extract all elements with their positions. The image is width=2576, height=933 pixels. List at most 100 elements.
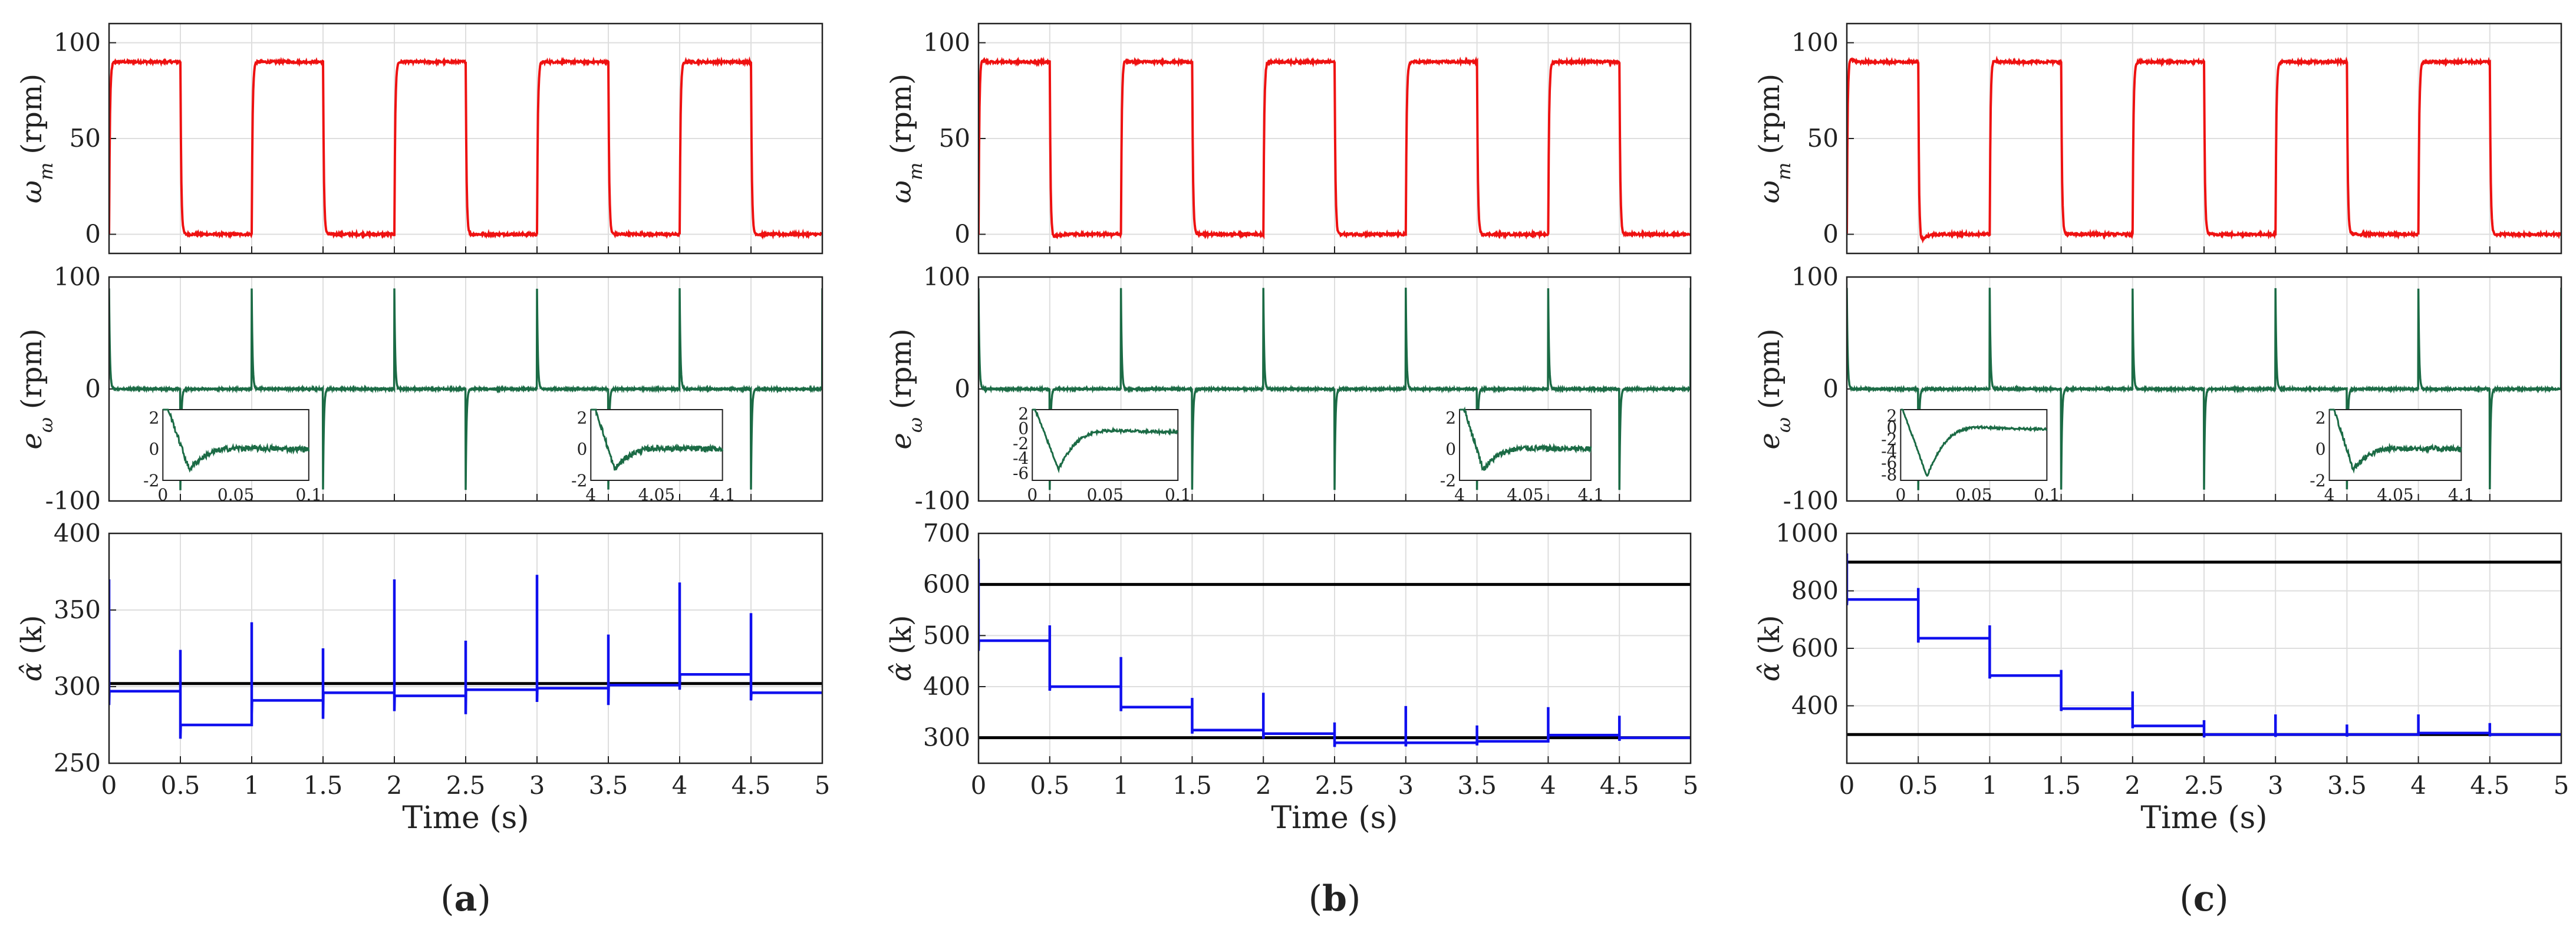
y-tick-label: 0 bbox=[85, 220, 101, 249]
plot-data bbox=[109, 575, 822, 739]
x-tick-label: 0.5 bbox=[161, 771, 200, 800]
inset-plot: -2 0 2 4 4.05 4.1 bbox=[2310, 408, 2474, 505]
axes-frame bbox=[1846, 276, 2562, 502]
y-tick-label: 100 bbox=[923, 28, 970, 57]
inset-y-tick-label: -2 bbox=[2310, 471, 2325, 490]
alpha-series-line bbox=[109, 575, 822, 739]
x-tick-label: 2 bbox=[387, 771, 403, 800]
y-axis-label: ωm (rpm) bbox=[885, 74, 927, 203]
inset-y-tick-label: 2 bbox=[1445, 408, 1456, 427]
x-axis-label: Time (s) bbox=[1271, 800, 1398, 836]
y-tick-label: 100 bbox=[54, 28, 101, 57]
y-axis-label: ωm (rpm) bbox=[15, 74, 57, 203]
panel-caption-close: ) bbox=[2215, 878, 2228, 919]
y-tick-label: 300 bbox=[923, 723, 970, 752]
x-tick-label: 0 bbox=[1839, 771, 1855, 800]
plot-data bbox=[979, 559, 1691, 747]
inset-plot: -2 0 2 4 4.05 4.1 bbox=[571, 408, 736, 505]
plot-data bbox=[109, 288, 822, 490]
inset-frame bbox=[162, 409, 309, 481]
y-axis-label-symbol: e bbox=[15, 433, 48, 449]
x-tick-label: 3.5 bbox=[2327, 771, 2367, 800]
y-axis-label: ωm (rpm) bbox=[1753, 74, 1795, 203]
y-axis-label-symbol: e bbox=[885, 433, 918, 449]
panel-caption: (c) bbox=[2179, 878, 2228, 919]
panel-caption-open: ( bbox=[440, 878, 454, 919]
y-tick-label: -100 bbox=[915, 486, 970, 515]
y-tick-label: 500 bbox=[923, 621, 970, 650]
y-axis-label-subscript: ω bbox=[904, 417, 927, 433]
inset-frame bbox=[1032, 409, 1179, 481]
y-axis-label-symbol: α̂ bbox=[1753, 662, 1786, 681]
alpha-series-line bbox=[979, 559, 1691, 747]
x-tick-label: 5 bbox=[815, 771, 831, 800]
panel-caption-letter: b bbox=[1322, 878, 1347, 919]
x-tick-label: 2 bbox=[1256, 771, 1271, 800]
y-axis-label-subscript: m bbox=[35, 163, 57, 180]
inset-frame bbox=[2328, 409, 2462, 481]
inset-x-tick-label: 4.05 bbox=[2377, 485, 2413, 505]
subplot-row-3: 300 400 500 600 700 0 0.5 1 1.5 2 2.5 3 3.5 4 4.5 5 α̂ (k… bbox=[885, 519, 1698, 836]
x-axis-label: Time (s) bbox=[402, 800, 529, 836]
x-tick-label: 0.5 bbox=[1030, 771, 1069, 800]
inset-x-tick-label: 0.05 bbox=[1087, 485, 1124, 505]
inset-x-tick-label: 0 bbox=[1895, 485, 1906, 505]
y-tick-label: -100 bbox=[1783, 486, 1839, 515]
y-axis-label-symbol: e bbox=[1753, 433, 1786, 449]
inset-y-tick-label: 0 bbox=[1887, 418, 1898, 437]
x-axis-label: Time (s) bbox=[2140, 800, 2267, 836]
plot-data bbox=[1847, 553, 2561, 738]
y-axis-label: eω (rpm) bbox=[885, 328, 927, 449]
x-tick-label: 3 bbox=[529, 771, 545, 800]
x-tick-label: 1 bbox=[1982, 771, 1998, 800]
y-axis-label-subscript: ω bbox=[35, 417, 57, 433]
inset-y-tick-label: 2 bbox=[1018, 404, 1029, 423]
y-tick-label: 50 bbox=[70, 124, 101, 153]
x-tick-label: 3 bbox=[2268, 771, 2284, 800]
plot-data bbox=[979, 288, 1691, 490]
x-tick-label: 2 bbox=[2124, 771, 2140, 800]
axes-frame bbox=[977, 22, 1692, 255]
y-tick-label: 100 bbox=[1791, 262, 1839, 291]
inset-y-tick-label: 0 bbox=[1018, 419, 1029, 439]
inset-y-tick-label: 0 bbox=[149, 440, 159, 459]
panel-caption-letter: a bbox=[454, 878, 477, 919]
y-axis-label: eω (rpm) bbox=[15, 328, 57, 449]
x-tick-label: 4.5 bbox=[2470, 771, 2509, 800]
x-tick-label: 0 bbox=[971, 771, 987, 800]
x-tick-label: 4 bbox=[1540, 771, 1556, 800]
y-axis-label: α̂ (k) bbox=[1753, 615, 1786, 682]
y-axis-label-subscript: ω bbox=[1773, 417, 1795, 433]
x-tick-label: 3.5 bbox=[589, 771, 628, 800]
y-axis-label-unit: (rpm) bbox=[15, 328, 48, 409]
y-axis-label-unit: (rpm) bbox=[885, 74, 918, 154]
alpha-series-line bbox=[1847, 553, 2561, 738]
error-series-line bbox=[1847, 288, 2561, 490]
inset-frame bbox=[590, 409, 723, 481]
x-tick-label: 5 bbox=[2554, 771, 2570, 800]
x-tick-label: 1 bbox=[244, 771, 260, 800]
inset-x-tick-label: 0 bbox=[157, 485, 168, 505]
y-axis-label-unit: (rpm) bbox=[885, 328, 918, 409]
speed-series-line bbox=[979, 56, 1691, 240]
inset-x-tick-label: 4.05 bbox=[638, 485, 675, 505]
y-tick-label: 350 bbox=[54, 595, 101, 624]
inset-y-tick-label: 0 bbox=[2315, 440, 2326, 459]
inset-y-tick-label: 2 bbox=[149, 408, 159, 427]
y-tick-label: 250 bbox=[54, 749, 101, 777]
inset-y-tick-label: -4 bbox=[1881, 441, 1897, 461]
panel-caption-letter: c bbox=[2193, 878, 2215, 919]
inset-x-tick-label: 4.05 bbox=[1507, 485, 1543, 505]
inset-x-tick-label: 0.1 bbox=[296, 485, 322, 505]
axes-frame bbox=[1846, 532, 2562, 764]
x-tick-label: 2.5 bbox=[446, 771, 486, 800]
panel-caption-open: ( bbox=[1309, 878, 1322, 919]
inset-x-tick-label: 4.1 bbox=[2448, 485, 2475, 505]
y-tick-label: 300 bbox=[54, 672, 101, 701]
